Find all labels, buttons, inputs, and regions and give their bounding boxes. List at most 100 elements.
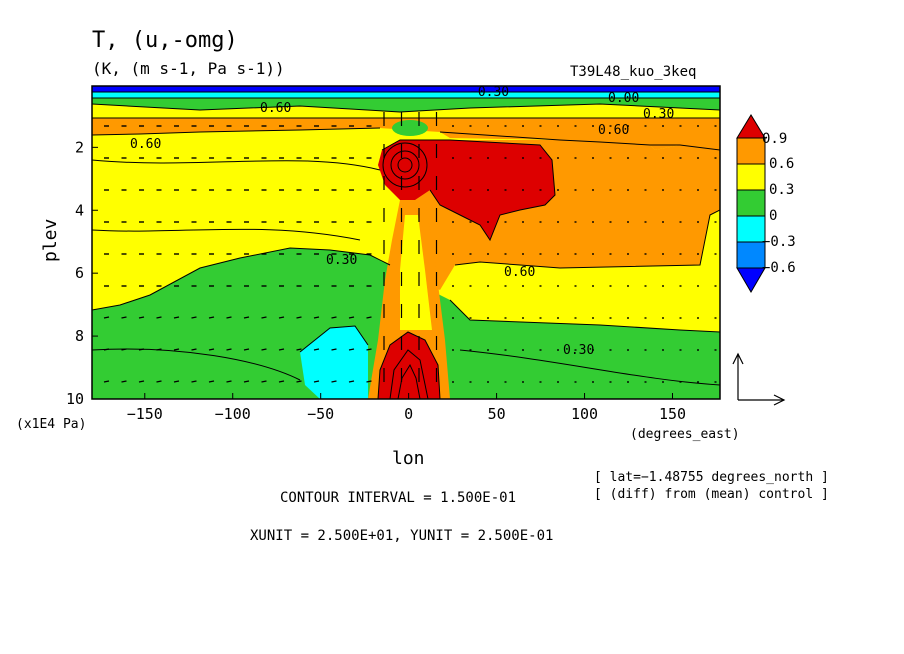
contour-label: 0.60 [260, 101, 291, 116]
wind-vector [278, 316, 285, 319]
wind-vector [156, 380, 162, 383]
colorbar-label: 0.9 [762, 131, 787, 147]
colorbar-cell [736, 137, 766, 165]
region-bubble [392, 120, 428, 136]
wind-vector [191, 348, 197, 351]
wind-vector [313, 348, 320, 351]
wind-vector [296, 380, 302, 383]
contour-label: −0.30 [470, 85, 509, 100]
wind-vector [121, 348, 127, 351]
contour-label-group: 0.60 0.60 0.60 0.60 0.30 0.30 0.30 0.00 … [130, 85, 674, 358]
contour-label: 0.60 [504, 265, 535, 280]
x-tick-label: 50 [488, 405, 506, 423]
colorbar-label: 0.6 [769, 156, 794, 172]
wind-vector [366, 380, 372, 383]
colorbar-cell [736, 241, 766, 269]
wind-vector [331, 316, 337, 319]
wind-vector [243, 380, 250, 383]
wind-vector [121, 316, 127, 319]
region-top-yellow [92, 104, 720, 118]
wind-vector [191, 316, 197, 319]
wind-vector [226, 348, 232, 351]
y-axis: 2 4 6 8 10 [66, 138, 98, 408]
y-tick-label: 10 [66, 390, 84, 408]
colorbar-label: 0.3 [769, 182, 794, 198]
wind-vector [103, 348, 110, 351]
region-0.9-mid [378, 140, 555, 240]
y-tick-label: 4 [75, 201, 84, 219]
colorbar-label: −0.3 [762, 234, 796, 250]
wind-vector [208, 316, 215, 319]
plot-frame [91, 85, 721, 400]
x-tick-label: 0 [404, 405, 413, 423]
reference-vector [732, 352, 786, 406]
wind-vector [103, 316, 110, 319]
unit-note: XUNIT = 2.500E+01, YUNIT = 2.500E-01 [250, 528, 553, 544]
y-tick-label: 6 [75, 264, 84, 282]
contour-label: 0.60 [598, 123, 629, 138]
wind-vector [226, 380, 232, 383]
wind-vector [296, 316, 302, 319]
wind-vector [331, 348, 337, 351]
x-axis-unit: (degrees_east) [630, 427, 740, 442]
contour-label: 0.30 [643, 107, 674, 122]
lat-note: [ lat=−1.48755 degrees_north ] [594, 470, 829, 485]
y-tick-label: 8 [75, 327, 84, 345]
y-axis-unit: (x1E4 Pa) [16, 417, 86, 432]
wind-vector [313, 316, 320, 319]
colorbar: 0.9 0.6 0.3 0 −0.3 −0.6 [736, 114, 796, 293]
x-tick-label: −50 [307, 405, 334, 423]
y-axis-title: plev [40, 219, 61, 262]
chart-title: T, (u,-omg) [92, 28, 238, 53]
colorbar-label: 0 [769, 208, 777, 224]
region-top-cyan [92, 92, 720, 98]
x-tick-label: 150 [659, 405, 686, 423]
region-top-blue [92, 86, 720, 92]
region-top-green [92, 98, 720, 112]
wind-vector [278, 348, 285, 351]
colorbar-bottom-arrow [736, 267, 766, 293]
wind-vector [348, 348, 355, 351]
y-tick-label: 2 [75, 138, 84, 156]
x-tick-label: −100 [215, 405, 251, 423]
wind-vector [348, 380, 355, 383]
wind-vector [121, 380, 127, 383]
wind-vector [226, 316, 232, 319]
wind-vector [103, 380, 110, 383]
wind-vector [313, 380, 320, 383]
diff-note: [ (diff) from (mean) control ] [594, 487, 829, 502]
x-tick-label: −150 [127, 405, 163, 423]
wind-vector [173, 316, 180, 319]
wind-vectors [103, 112, 717, 383]
wind-vector [366, 316, 372, 319]
wind-vector [156, 316, 162, 319]
region-stem-inner [400, 215, 432, 330]
wind-vector [243, 348, 250, 351]
wind-vector [348, 316, 355, 319]
wind-vector [296, 348, 302, 351]
colorbar-cell [736, 163, 766, 191]
contour-label: 0.60 [130, 137, 161, 152]
wind-vector [331, 380, 337, 383]
colorbar-cell [736, 189, 766, 217]
contour-label: 0.30 [326, 253, 357, 268]
wind-vector [138, 380, 145, 383]
contour-label: 0.00 [608, 91, 639, 106]
contour-label: 0.30 [563, 343, 594, 358]
wind-vector [208, 348, 215, 351]
colorbar-cell [736, 215, 766, 243]
wind-vector [173, 380, 180, 383]
wind-vector [278, 380, 285, 383]
wind-vector [243, 316, 250, 319]
wind-vector [156, 348, 162, 351]
wind-vector [191, 380, 197, 383]
x-axis: −150 −100 −50 0 50 100 150 [127, 393, 686, 423]
plot-area: 0.60 0.60 0.60 0.60 0.30 0.30 0.30 0.00 … [66, 85, 721, 423]
chart-subtitle: (K, (m s-1, Pa s-1)) [92, 59, 285, 78]
x-axis-title: lon [392, 448, 425, 469]
wind-vector [208, 380, 215, 383]
wind-vector [261, 316, 267, 319]
contour-interval: CONTOUR INTERVAL = 1.500E-01 [280, 490, 516, 506]
colorbar-label: −0.6 [762, 260, 796, 276]
